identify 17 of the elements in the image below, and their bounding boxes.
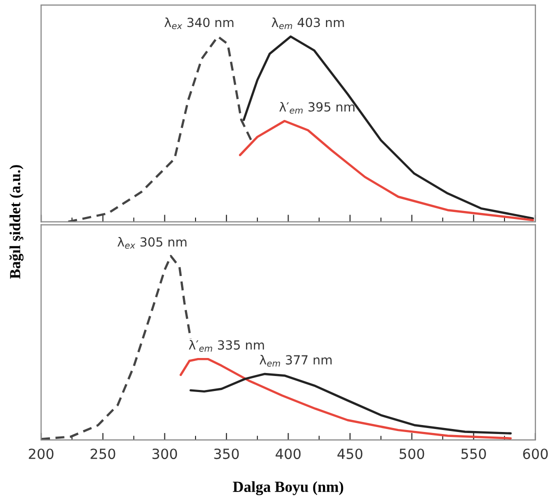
x-tick-label: 300 <box>152 448 178 460</box>
x-tick-label: 450 <box>337 448 362 460</box>
x-tick-label: 250 <box>90 448 116 460</box>
x-tick-label: 600 <box>523 448 548 460</box>
y-axis-title: Bağıl şiddet (a.u.) <box>9 165 24 279</box>
x-tick-label: 350 <box>214 448 239 460</box>
x-tick-label: 550 <box>461 448 486 460</box>
annotation: λ$_{ex}$ 305 nm <box>118 237 186 249</box>
annotation: λ′$_{em}$ 335 nm <box>188 340 264 352</box>
annotation: λ$_{ex}$ 340 nm <box>164 17 234 30</box>
x-tick-label: 200 <box>28 448 54 460</box>
x-axis-title: Dalga Boyu (nm) <box>232 481 344 496</box>
annotation: λ$_{em}$ 377 nm <box>260 354 332 367</box>
annotation: λ$_{em}$ 403 nm <box>272 17 344 30</box>
annotation: λ′$_{em}$ 395 nm <box>279 102 354 114</box>
x-tick-label: 400 <box>276 448 301 460</box>
x-tick-label: 500 <box>400 448 424 460</box>
